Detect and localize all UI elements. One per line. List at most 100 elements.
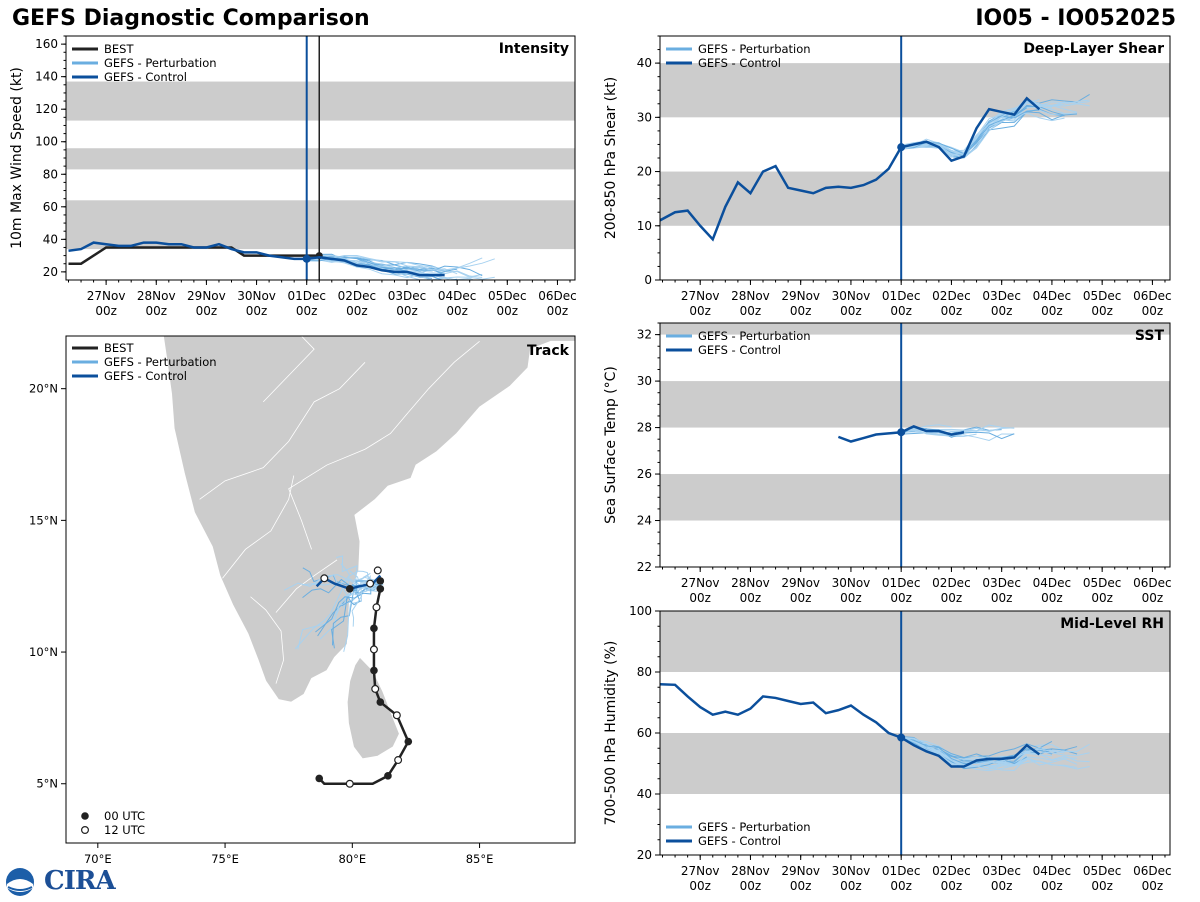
x-tick-label-date: 03Dec: [982, 289, 1021, 303]
x-tick-label-hour: 00z: [1142, 879, 1164, 893]
x-tick-label-date: 27Nov: [681, 864, 720, 878]
lon-tick-label: 80°E: [338, 852, 366, 866]
x-tick-label-hour: 00z: [941, 304, 963, 318]
perturbation-line: [901, 431, 977, 438]
storm-id: IO05 - IO052025: [975, 6, 1176, 31]
y-axis-label: 700-500 hPa Humidity (%): [603, 641, 619, 826]
x-tick-label-hour: 00z: [1142, 304, 1164, 318]
best-12utc-marker: [372, 603, 381, 612]
threshold-band: [660, 323, 1170, 335]
x-tick-label-hour: 00z: [740, 304, 762, 318]
plot-area: [660, 323, 1170, 567]
x-tick-label-date: 05Dec: [488, 289, 527, 303]
x-tick-label-hour: 00z: [740, 879, 762, 893]
threshold-band: [660, 63, 1170, 118]
x-tick-label-hour: 00z: [497, 304, 519, 318]
x-tick-label-hour: 00z: [941, 591, 963, 605]
best-12utc-marker: [392, 711, 401, 720]
y-tick-label: 20: [637, 165, 652, 179]
noaa-logo-icon: [6, 868, 34, 896]
best-00utc-marker: [315, 774, 324, 783]
x-tick-label-date: 05Dec: [1083, 576, 1122, 590]
x-tick-label-hour: 00z: [941, 879, 963, 893]
x-tick-label-date: 06Dec: [1133, 289, 1172, 303]
panel-title: Track: [527, 343, 570, 359]
init-point: [897, 428, 906, 437]
legend-label: GEFS - Perturbation: [698, 820, 811, 834]
map-area: [162, 336, 575, 788]
y-tick-label: 24: [637, 514, 652, 528]
x-tick-label-hour: 00z: [396, 304, 418, 318]
y-tick-label: 0: [644, 273, 652, 287]
y-tick-label: 22: [637, 560, 652, 574]
y-tick-label: 30: [637, 110, 652, 124]
x-tick-label-date: 27Nov: [681, 289, 720, 303]
x-tick-label-date: 06Dec: [1133, 864, 1172, 878]
x-tick-label-date: 03Dec: [982, 576, 1021, 590]
lat-tick-label: 10°N: [29, 645, 58, 659]
y-tick-label: 40: [637, 56, 652, 70]
control-00utc-marker: [376, 577, 385, 585]
x-tick-label-hour: 00z: [991, 879, 1013, 893]
y-tick-label: 20: [43, 265, 58, 279]
best-00utc-marker: [384, 772, 392, 780]
x-tick-label-hour: 00z: [790, 304, 812, 318]
threshold-band: [660, 171, 1170, 226]
legend-label: BEST: [104, 42, 134, 56]
map-frame: [65, 335, 576, 844]
x-tick-label-hour: 00z: [1041, 879, 1063, 893]
threshold-band: [66, 81, 575, 121]
perturbation-track: [284, 574, 384, 591]
x-tick-label-date: 01Dec: [287, 289, 326, 303]
legend-label: 12 UTC: [104, 823, 145, 837]
chart-title: GEFS Diagnostic Comparison: [12, 6, 370, 31]
y-tick-label: 10: [637, 219, 652, 233]
legend-label: GEFS - Control: [104, 70, 187, 84]
x-tick-label-hour: 00z: [991, 304, 1013, 318]
legend-label: BEST: [104, 341, 134, 355]
x-tick-label-date: 28Nov: [731, 289, 770, 303]
perturbation-line: [901, 428, 965, 437]
x-tick-label-date: 02Dec: [932, 576, 971, 590]
legend-label: GEFS - Control: [698, 56, 781, 70]
x-tick-label-hour: 00z: [890, 879, 912, 893]
track-panel: 70°E 75°E 80°E 85°E 5°N 10°N 15°N 20°N Track BEST…: [29, 335, 576, 866]
lat-tick-label: 5°N: [36, 777, 58, 791]
legend-label: GEFS - Perturbation: [104, 355, 217, 369]
best-12utc-marker: [394, 756, 403, 765]
x-tick-label-hour: 00z: [1041, 591, 1063, 605]
x-tick-label-hour: 00z: [890, 591, 912, 605]
x-tick-label-date: 03Dec: [982, 864, 1021, 878]
perturbation-track: [351, 582, 380, 627]
state-border: [222, 475, 295, 579]
y-tick-label: 32: [637, 328, 652, 342]
best-00utc-marker: [376, 585, 385, 593]
legend-00utc-marker: [81, 812, 89, 820]
x-tick-label-date: 30Nov: [832, 864, 871, 878]
y-tick-label: 140: [35, 70, 58, 84]
legend-label: GEFS - Perturbation: [698, 329, 811, 343]
panel-title: Mid-Level RH: [1060, 616, 1164, 632]
y-tick-label: 120: [35, 102, 58, 116]
y-tick-label: 60: [43, 200, 58, 214]
x-tick-label-date: 30Nov: [832, 289, 871, 303]
init-point: [897, 143, 906, 152]
x-tick-label-hour: 00z: [840, 304, 862, 318]
perturbation-line: [900, 735, 1065, 764]
x-tick-label-hour: 00z: [689, 591, 711, 605]
lon-tick-label: 70°E: [84, 852, 112, 866]
legend-label: GEFS - Control: [698, 343, 781, 357]
threshold-band: [660, 381, 1170, 428]
y-tick-label: 30: [637, 374, 652, 388]
y-axis-label: Sea Surface Temp (°C): [603, 366, 619, 524]
x-tick-label-hour: 00z: [840, 879, 862, 893]
y-tick-label: 100: [629, 604, 652, 618]
x-tick-label-hour: 00z: [547, 304, 569, 318]
perturbation-line: [901, 736, 1090, 766]
control-12utc-marker: [320, 574, 329, 583]
x-tick-label-date: 29Nov: [781, 576, 820, 590]
best-00utc-marker: [370, 666, 378, 675]
intensity-panel: 2040608010012014016027Nov00z28Nov00z29No…: [9, 35, 577, 318]
best-12utc-marker: [345, 779, 354, 788]
x-tick-label-date: 05Dec: [1083, 864, 1122, 878]
